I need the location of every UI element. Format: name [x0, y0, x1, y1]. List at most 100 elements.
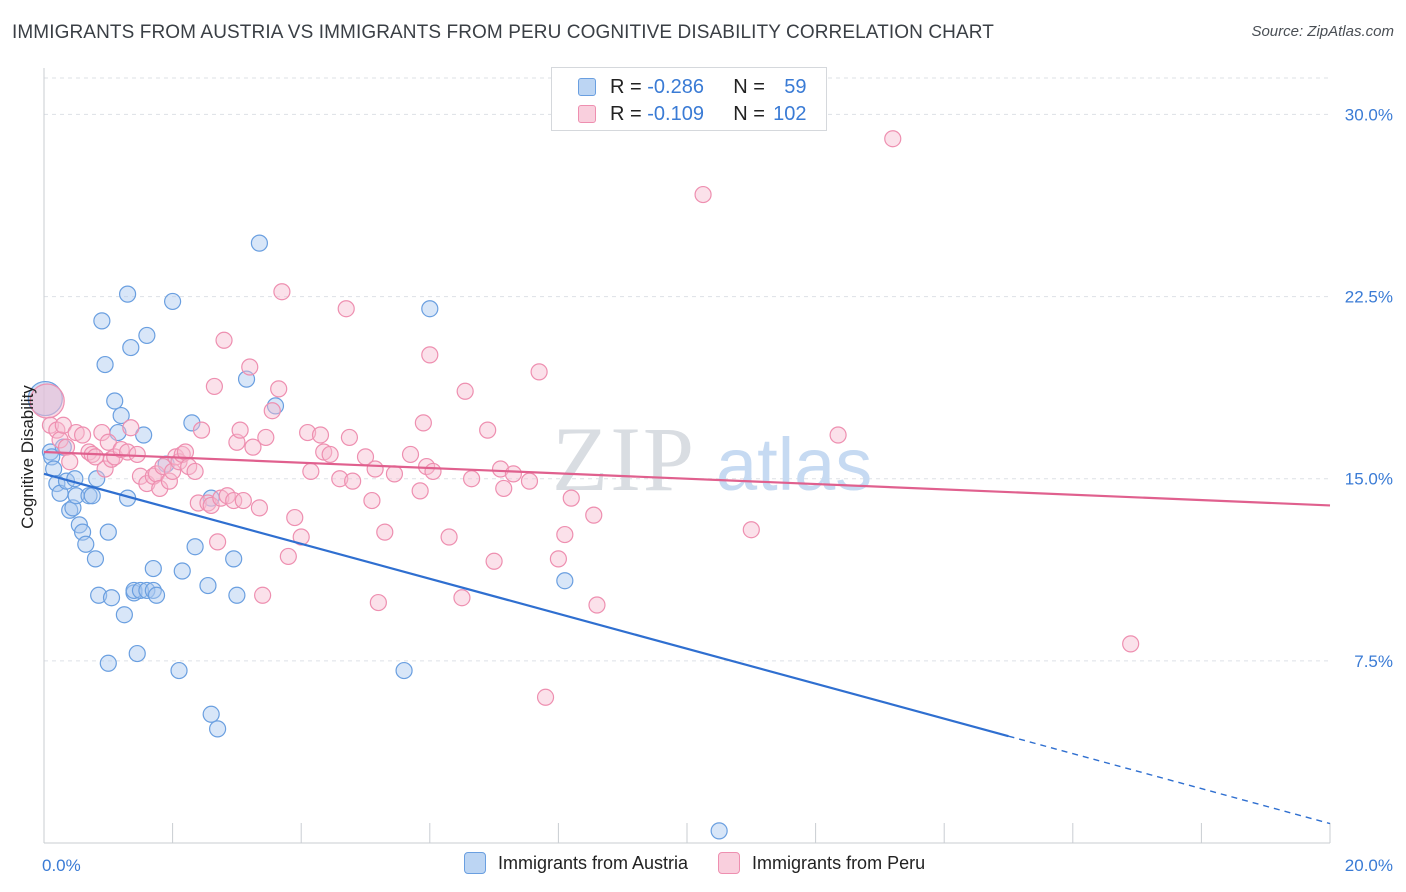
peru-point — [311, 426, 330, 444]
austria-point — [186, 538, 204, 556]
peru-point — [128, 445, 146, 464]
peru-point — [456, 382, 474, 400]
peru-point — [73, 426, 92, 444]
austria-r-value: -0.286 — [647, 75, 704, 98]
peru-point — [292, 528, 310, 546]
peru-r-value: -0.109 — [647, 102, 704, 125]
peru-r-label: R = — [610, 102, 642, 125]
peru-point — [376, 523, 394, 541]
watermark-zip: ZIP — [552, 408, 696, 510]
peru-point — [270, 380, 288, 398]
peru-point — [337, 300, 355, 318]
labels-layer: 7.5% 15.0% 22.5% 30.0% 0.0% 20.0% — [42, 105, 1393, 875]
peru-point — [205, 377, 223, 396]
austria-point — [61, 501, 79, 519]
peru-point — [96, 460, 114, 478]
austria-point — [93, 312, 111, 330]
peru-point — [520, 472, 539, 490]
peru-point — [485, 552, 503, 570]
peru-point — [453, 589, 471, 607]
peru-point — [234, 491, 252, 510]
peru-point — [421, 346, 439, 364]
peru-point — [556, 525, 574, 544]
peru-point — [495, 479, 513, 498]
peru-point — [154, 457, 172, 476]
y-tick-label: 15.0% — [1345, 470, 1393, 489]
peru-swatch — [578, 105, 596, 123]
austria-point — [99, 654, 117, 672]
peru-point — [829, 426, 847, 444]
peru-point — [250, 499, 269, 517]
austria-point — [395, 661, 413, 680]
peru-point — [186, 462, 204, 481]
peru-point — [254, 586, 272, 604]
austria-point — [266, 397, 285, 415]
austria-point — [173, 562, 191, 580]
peru-point — [385, 465, 404, 483]
watermark-atlas: atlas — [716, 423, 872, 506]
peru-point — [585, 506, 603, 524]
austria-point — [199, 576, 217, 595]
legend-item-austria: Immigrants from Austria — [464, 852, 688, 874]
austria-point — [99, 523, 117, 541]
peru-point — [263, 402, 281, 420]
trend-layer — [43, 450, 1331, 825]
peru-point — [884, 130, 902, 148]
austria-point — [144, 559, 162, 578]
austria-n-value: 59 — [784, 75, 807, 98]
peru-point — [366, 460, 384, 478]
peru-point — [414, 414, 432, 432]
austria-point — [122, 338, 140, 357]
peru-point — [742, 521, 760, 539]
austria-point — [138, 581, 156, 600]
peru-n-value: 102 — [773, 102, 807, 125]
peru-point — [549, 550, 568, 568]
peru-point — [273, 283, 291, 301]
peru-point — [1122, 635, 1140, 653]
peru-point — [536, 688, 555, 706]
peru-trend-line — [43, 450, 1331, 507]
austria-point — [250, 234, 269, 252]
peru-point — [530, 363, 548, 381]
austria-swatch — [578, 78, 596, 96]
y-tick-label: 30.0% — [1345, 105, 1393, 124]
peru-point — [344, 472, 362, 490]
x-tick-label: 0.0% — [42, 856, 81, 875]
y-tick-label: 22.5% — [1345, 288, 1393, 307]
austria-point — [125, 581, 143, 600]
peru-point — [588, 596, 606, 614]
watermark: ZIP atlas — [552, 408, 872, 510]
peru-point — [192, 421, 211, 439]
austria-point — [164, 292, 182, 311]
y-tick-label: 7.5% — [1354, 652, 1393, 671]
austria-point — [96, 355, 114, 374]
legend-austria-swatch — [464, 852, 486, 874]
peru-point — [279, 547, 297, 566]
peru-point — [401, 445, 420, 464]
peru-point — [225, 491, 243, 510]
peru-point — [199, 494, 217, 512]
austria-point — [86, 550, 105, 568]
peru-point — [299, 423, 317, 442]
austria-point — [209, 720, 227, 738]
austria-point — [77, 535, 95, 553]
peru-point — [164, 462, 182, 481]
austria-point — [147, 586, 166, 604]
austria-point — [112, 406, 130, 425]
peru-point — [411, 482, 429, 500]
austria-point — [144, 581, 162, 600]
x-tick-label: 20.0% — [1345, 856, 1393, 875]
legend-row-austria: R = -0.286 N = 59 — [578, 74, 807, 100]
peru-point — [331, 470, 349, 488]
peru-point — [54, 416, 72, 434]
legend-stats: R = -0.286 N = 59 R = -0.109 N = 102 — [551, 67, 827, 131]
peru-point — [189, 494, 207, 512]
austria-point — [135, 426, 153, 444]
y-axis-title: Cognitive Disability — [18, 385, 37, 529]
points-layer — [27, 130, 1140, 840]
austria-point — [225, 550, 243, 568]
austria-trend-extension — [1008, 735, 1331, 825]
austria-n-label: N = — [733, 75, 765, 98]
peru-point — [244, 438, 262, 456]
